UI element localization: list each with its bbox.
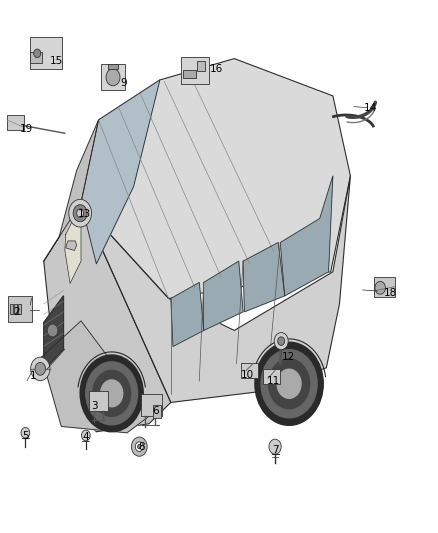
Polygon shape — [44, 203, 171, 432]
Circle shape — [21, 427, 30, 438]
Polygon shape — [44, 296, 64, 370]
Polygon shape — [81, 59, 350, 298]
Circle shape — [86, 362, 138, 425]
Bar — [10, 304, 13, 314]
Circle shape — [101, 380, 123, 407]
Circle shape — [106, 69, 120, 86]
Circle shape — [255, 342, 323, 425]
Text: 16: 16 — [210, 64, 223, 74]
Circle shape — [80, 355, 143, 432]
Circle shape — [31, 357, 50, 381]
Bar — [263, 369, 280, 384]
Text: 13: 13 — [78, 209, 91, 219]
Circle shape — [93, 370, 131, 416]
Text: 12: 12 — [282, 352, 295, 362]
Circle shape — [131, 437, 147, 456]
Polygon shape — [42, 321, 151, 433]
Bar — [89, 391, 108, 411]
Text: 15: 15 — [49, 56, 63, 66]
Circle shape — [73, 205, 87, 222]
Text: 14: 14 — [364, 103, 377, 112]
Bar — [14, 304, 17, 314]
Bar — [197, 61, 205, 71]
Bar — [7, 115, 24, 130]
Bar — [18, 304, 21, 314]
Text: 2: 2 — [13, 307, 20, 317]
Circle shape — [278, 337, 285, 345]
Circle shape — [277, 369, 301, 398]
Polygon shape — [44, 120, 99, 261]
Text: 4: 4 — [82, 432, 89, 442]
Polygon shape — [81, 176, 350, 402]
Polygon shape — [171, 282, 204, 346]
Circle shape — [135, 442, 143, 451]
Circle shape — [69, 199, 92, 227]
Bar — [30, 52, 42, 63]
Bar — [374, 277, 395, 297]
Bar — [241, 363, 258, 378]
Text: 18: 18 — [384, 288, 397, 298]
Circle shape — [261, 350, 317, 418]
Text: 9: 9 — [120, 78, 127, 87]
Polygon shape — [243, 243, 285, 312]
Circle shape — [77, 209, 84, 217]
Circle shape — [274, 333, 288, 350]
Circle shape — [47, 324, 58, 337]
Bar — [7, 296, 32, 322]
Text: 5: 5 — [22, 431, 29, 441]
Circle shape — [34, 49, 41, 58]
Polygon shape — [66, 241, 77, 251]
Text: 8: 8 — [138, 442, 145, 451]
Polygon shape — [280, 176, 333, 296]
Bar — [101, 64, 125, 90]
Text: 19: 19 — [20, 124, 33, 134]
Bar — [30, 37, 63, 69]
Circle shape — [375, 281, 385, 294]
Text: 11: 11 — [267, 376, 280, 386]
Bar — [183, 69, 196, 77]
Polygon shape — [81, 80, 160, 264]
Text: 7: 7 — [272, 446, 279, 455]
Bar — [180, 57, 209, 84]
Circle shape — [81, 430, 90, 441]
Text: 10: 10 — [241, 370, 254, 379]
Circle shape — [268, 359, 310, 409]
Text: 6: 6 — [152, 407, 159, 416]
Circle shape — [138, 445, 141, 449]
Bar — [153, 405, 161, 418]
Polygon shape — [65, 204, 81, 284]
Circle shape — [269, 439, 281, 454]
Text: 1: 1 — [29, 371, 36, 381]
Text: 3: 3 — [91, 401, 98, 411]
Polygon shape — [204, 261, 243, 330]
Bar — [108, 64, 118, 69]
Bar — [141, 394, 162, 416]
Circle shape — [35, 362, 46, 375]
